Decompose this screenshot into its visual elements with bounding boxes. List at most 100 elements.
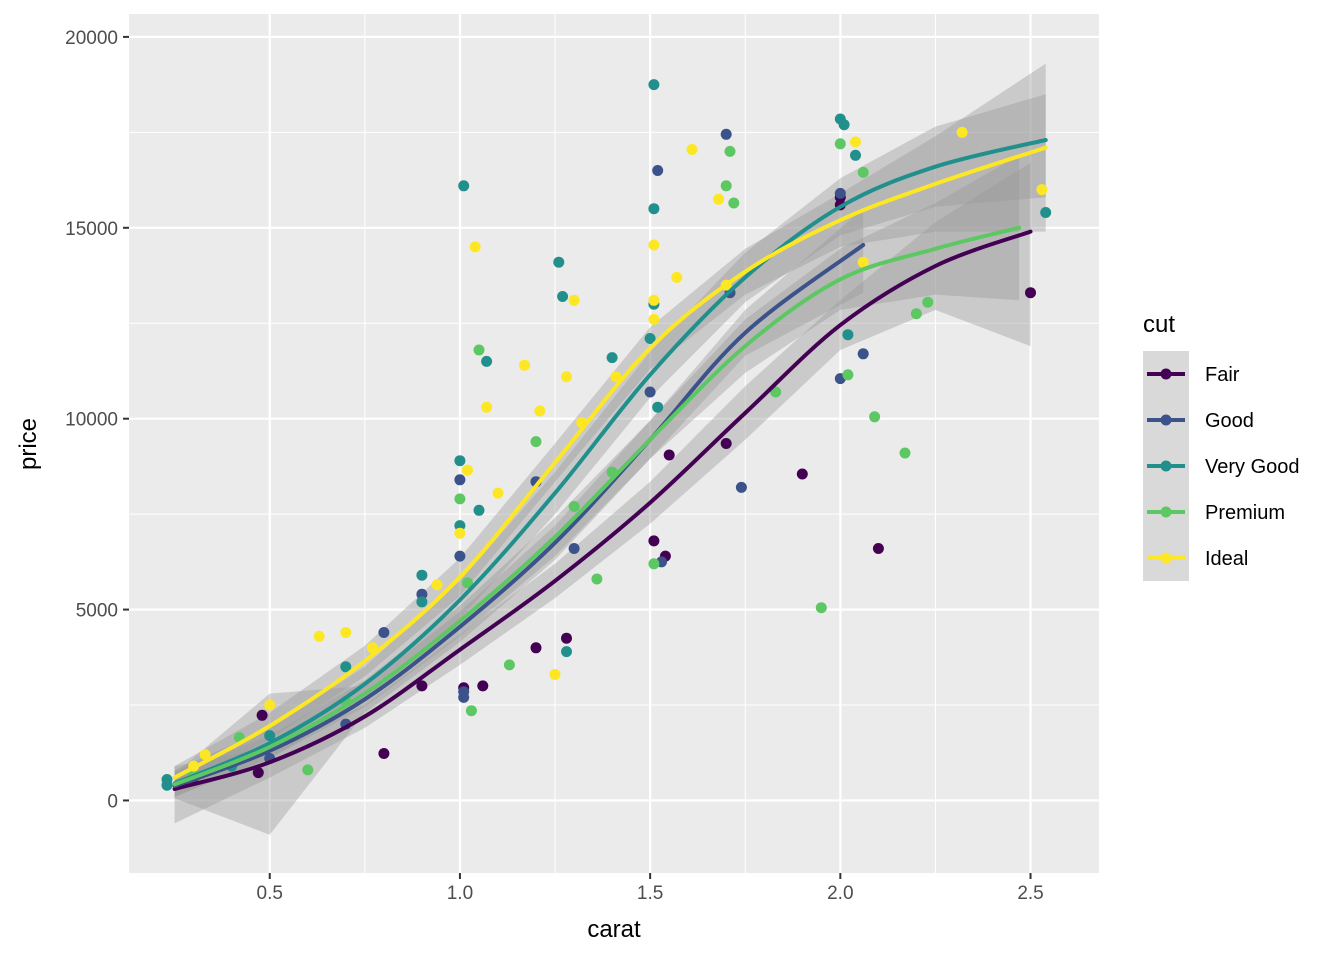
point-good bbox=[720, 128, 732, 140]
y-tick-label: 5000 bbox=[76, 601, 118, 622]
fit-line-fair bbox=[172, 229, 1033, 791]
point-good bbox=[644, 386, 656, 398]
point-ideal bbox=[313, 630, 325, 642]
legend-point bbox=[1160, 414, 1172, 426]
point-good bbox=[454, 550, 466, 562]
point-ideal bbox=[648, 313, 660, 325]
point-ideal bbox=[648, 294, 660, 306]
point-very-good bbox=[648, 79, 660, 91]
point-very-good bbox=[561, 646, 572, 658]
point-very-good bbox=[264, 730, 276, 742]
x-tick-label: 1.0 bbox=[447, 883, 473, 904]
point-ideal bbox=[713, 193, 725, 205]
point-ideal bbox=[264, 699, 276, 711]
point-ideal bbox=[469, 241, 481, 253]
point-premium bbox=[834, 138, 846, 150]
point-fair bbox=[1025, 287, 1036, 299]
legend-point bbox=[1160, 506, 1172, 518]
point-ideal bbox=[492, 487, 504, 499]
x-tick-label: 0.5 bbox=[257, 883, 283, 904]
grid-minor bbox=[129, 14, 1099, 873]
point-premium bbox=[720, 180, 732, 192]
point-ideal bbox=[340, 627, 352, 638]
point-very-good bbox=[416, 569, 428, 581]
point-very-good bbox=[557, 291, 569, 302]
y-tick-label: 0 bbox=[107, 791, 118, 812]
point-very-good bbox=[553, 256, 565, 268]
legend-item-fair: Fair bbox=[1147, 364, 1240, 386]
point-ideal bbox=[549, 669, 561, 680]
x-axis-title: carat bbox=[587, 916, 641, 943]
legend-label: Premium bbox=[1205, 502, 1285, 524]
legend-point bbox=[1160, 552, 1172, 564]
point-good bbox=[454, 474, 466, 486]
fit-line-premium bbox=[172, 225, 1022, 787]
legend-label: Good bbox=[1205, 410, 1254, 432]
point-premium bbox=[815, 602, 827, 614]
point-premium bbox=[465, 705, 477, 717]
x-axis-ticks: 0.5 1.0 1.5 2.0 2.5 bbox=[257, 873, 1044, 904]
data-points bbox=[161, 79, 1052, 791]
band-premium bbox=[174, 155, 1020, 798]
point-premium bbox=[530, 436, 542, 448]
point-very-good bbox=[850, 149, 861, 161]
y-tick-label: 20000 bbox=[65, 28, 118, 49]
point-very-good bbox=[606, 352, 618, 364]
point-fair bbox=[378, 748, 390, 759]
grid-major bbox=[129, 14, 1099, 873]
point-premium bbox=[910, 308, 922, 320]
point-fair bbox=[648, 535, 660, 547]
x-tick-label: 2.5 bbox=[1017, 883, 1043, 904]
point-very-good bbox=[842, 329, 854, 341]
legend-label: Ideal bbox=[1205, 548, 1248, 570]
point-very-good bbox=[161, 774, 173, 785]
point-good bbox=[378, 627, 390, 638]
legend-item-ideal: Ideal bbox=[1147, 548, 1248, 570]
point-premium bbox=[724, 145, 736, 157]
point-fair bbox=[416, 680, 428, 692]
point-very-good bbox=[416, 596, 428, 608]
point-ideal bbox=[1036, 184, 1048, 196]
point-good bbox=[416, 588, 428, 600]
point-premium bbox=[591, 573, 603, 585]
point-very-good bbox=[644, 333, 656, 344]
point-premium bbox=[454, 493, 466, 505]
point-fair bbox=[796, 468, 808, 480]
band-fair bbox=[174, 162, 1031, 824]
legend-point bbox=[1160, 460, 1172, 472]
point-ideal bbox=[561, 371, 572, 383]
legend: cut Fair Good Very Good Premium Ideal bbox=[1143, 311, 1300, 581]
point-fair bbox=[477, 680, 489, 692]
point-premium bbox=[728, 197, 740, 209]
point-premium bbox=[770, 386, 782, 398]
point-good bbox=[458, 686, 470, 698]
point-premium bbox=[568, 501, 580, 512]
point-premium bbox=[302, 764, 314, 776]
legend-title: cut bbox=[1143, 311, 1175, 338]
point-premium bbox=[503, 659, 515, 671]
point-good bbox=[857, 348, 869, 360]
point-ideal bbox=[454, 527, 466, 539]
point-premium bbox=[922, 296, 934, 308]
y-tick-label: 10000 bbox=[65, 410, 118, 431]
fit-lines bbox=[172, 138, 1048, 791]
point-ideal bbox=[686, 144, 698, 155]
fit-line-ideal bbox=[172, 145, 1048, 780]
point-fair bbox=[561, 632, 572, 644]
legend-label: Very Good bbox=[1205, 456, 1300, 478]
point-very-good bbox=[648, 203, 660, 215]
point-very-good bbox=[1040, 207, 1052, 218]
point-premium bbox=[842, 369, 854, 381]
point-premium bbox=[462, 577, 473, 589]
fit-line-good bbox=[172, 243, 866, 788]
point-premium bbox=[869, 411, 881, 423]
point-ideal bbox=[610, 371, 622, 383]
point-premium bbox=[899, 447, 911, 459]
point-very-good bbox=[473, 504, 485, 516]
y-axis-ticks: 0 5000 10000 15000 20000 bbox=[65, 28, 129, 812]
x-tick-label: 2.0 bbox=[827, 883, 853, 904]
point-ideal bbox=[956, 126, 968, 138]
legend-point bbox=[1160, 368, 1172, 380]
legend-item-very-good: Very Good bbox=[1147, 456, 1300, 478]
